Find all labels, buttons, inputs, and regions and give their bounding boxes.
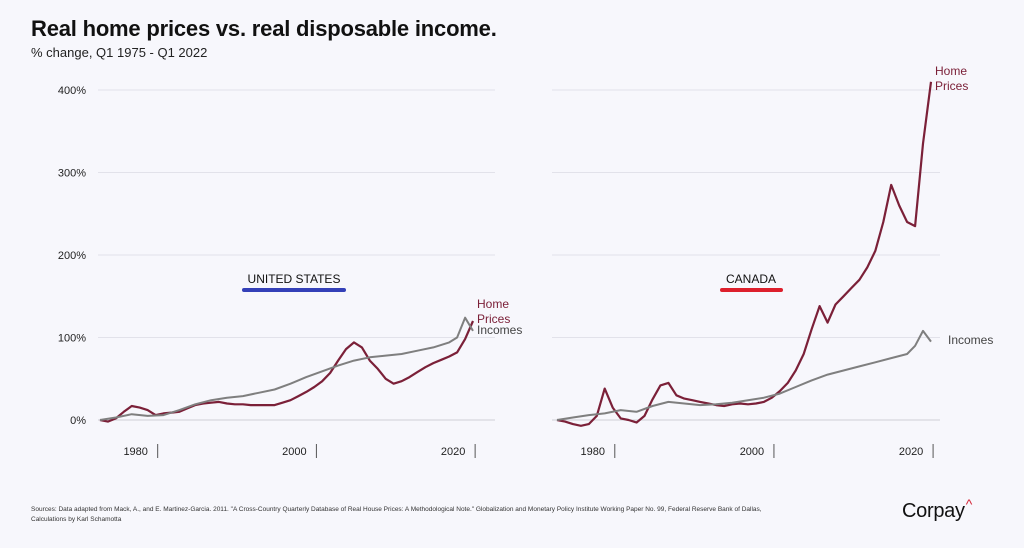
y-tick-label: 200% xyxy=(58,250,86,262)
y-tick-label: 100% xyxy=(58,333,86,345)
incomes-line xyxy=(556,329,932,421)
x-tick-label: 2000 xyxy=(282,446,306,458)
home-prices-label: Home xyxy=(477,297,509,311)
y-tick-label: 300% xyxy=(58,168,86,180)
x-tick-label: 2020 xyxy=(899,446,923,458)
incomes-label: Incomes xyxy=(948,333,993,347)
y-tick-label: 400% xyxy=(58,85,86,97)
x-tick-label: 1980 xyxy=(581,446,605,458)
home-prices-label: Prices xyxy=(935,79,968,93)
chart-title: Real home prices vs. real disposable inc… xyxy=(31,16,497,41)
brand-caret-icon: ^ xyxy=(965,496,973,512)
brand-name: Corpay xyxy=(902,500,965,522)
home-prices-label: Home xyxy=(935,64,967,78)
home-prices-line xyxy=(99,320,475,423)
source-note: Sources: Data adapted from Mack, A., and… xyxy=(31,506,762,523)
incomes-line xyxy=(99,316,474,421)
country-label: UNITED STATES xyxy=(248,272,341,286)
x-tick-label: 2000 xyxy=(740,446,764,458)
x-tick-label: 1980 xyxy=(123,446,147,458)
incomes-label: Incomes xyxy=(477,323,522,337)
x-tick-label: 2020 xyxy=(441,446,465,458)
country-label: CANADA xyxy=(726,272,776,286)
home-prices-line xyxy=(556,81,933,427)
y-axis-labels: 0% 100% 200% 300% 400% xyxy=(58,85,86,427)
home-prices-label: Prices xyxy=(477,312,510,326)
brand-logo: Corpay^ xyxy=(902,496,972,523)
chart-subtitle: % change, Q1 1975 - Q1 2022 xyxy=(31,45,208,60)
y-tick-label: 0% xyxy=(70,415,86,427)
